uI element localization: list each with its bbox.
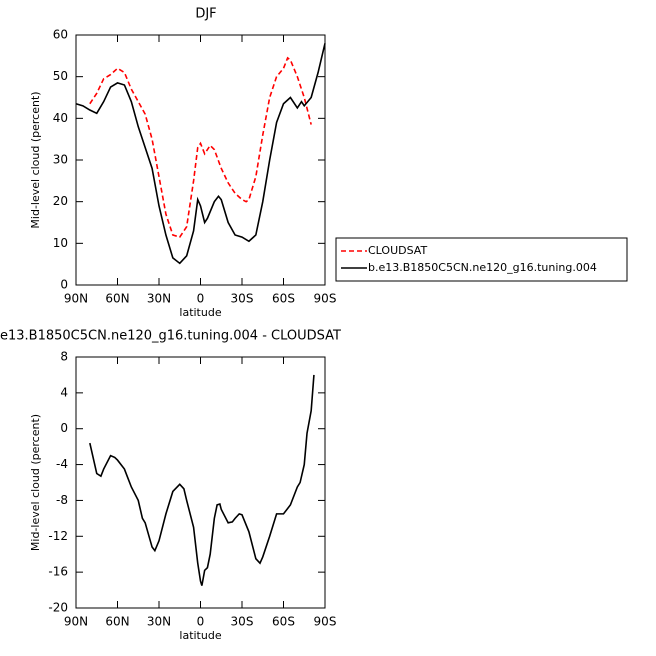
y-axis-label: Mid-level cloud (percent) xyxy=(29,91,42,228)
y-tick-label: -8 xyxy=(56,493,68,507)
y-tick-label: 60 xyxy=(53,28,68,42)
y-tick-label: 0 xyxy=(60,421,68,435)
y-tick-label: 10 xyxy=(53,236,68,250)
x-tick-label: 60S xyxy=(272,615,295,629)
y-tick-label: 30 xyxy=(53,153,68,167)
data-line xyxy=(75,43,326,265)
y-tick-label: 20 xyxy=(53,194,68,208)
x-tick-label: 0 xyxy=(197,615,205,629)
legend-box xyxy=(335,237,628,282)
y-tick-label: -12 xyxy=(48,529,68,543)
y-tick-label: 50 xyxy=(53,69,68,83)
x-tick-label: 90S xyxy=(314,615,337,629)
x-tick-label: 0 xyxy=(197,292,205,306)
y-tick-label: -4 xyxy=(56,457,68,471)
y-tick-label: -20 xyxy=(48,601,68,615)
y-tick-label: 40 xyxy=(53,111,68,125)
legend-label: CLOUDSAT xyxy=(368,244,427,257)
x-axis-label: latitude xyxy=(179,306,221,319)
x-tick-label: 30N xyxy=(147,615,171,629)
legend-label: b.e13.B1850C5CN.ne120_g16.tuning.004 xyxy=(368,261,597,274)
x-tick-label: 30S xyxy=(231,615,254,629)
y-tick-label: 8 xyxy=(60,350,68,364)
y-tick-label: 4 xyxy=(60,385,68,399)
x-tick-label: 90N xyxy=(64,615,88,629)
x-tick-label: 60S xyxy=(272,292,295,306)
x-tick-label: 30S xyxy=(231,292,254,306)
x-tick-label: 30N xyxy=(147,292,171,306)
x-tick-label: 90N xyxy=(64,292,88,306)
x-tick-label: 60N xyxy=(105,292,129,306)
x-tick-label: 60N xyxy=(105,615,129,629)
y-axis-label: Mid-level cloud (percent) xyxy=(29,414,42,551)
data-line xyxy=(89,374,315,586)
y-tick-label: -16 xyxy=(48,565,68,579)
x-tick-label: 90S xyxy=(314,292,337,306)
y-tick-label: 0 xyxy=(60,278,68,292)
x-axis-label: latitude xyxy=(179,629,221,642)
data-line xyxy=(89,56,312,239)
chart-title: DJF xyxy=(195,7,216,22)
plot-frame xyxy=(75,356,326,609)
chart-title: e13.B1850C5CN.ne120_g16.tuning.004 - CLO… xyxy=(0,329,341,344)
